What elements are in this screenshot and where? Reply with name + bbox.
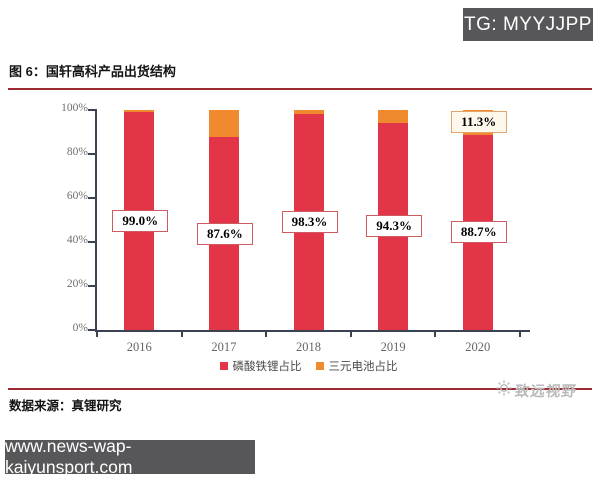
chart-legend: 磷酸铁锂占比 三元电池占比 [97,358,520,374]
bar-segment-ternary [124,110,155,113]
x-axis-line [95,330,530,332]
bar-segment-ternary [208,110,239,138]
x-axis-tick [519,332,521,337]
y-axis-tick [88,153,95,155]
shipment-structure-chart: 0% 20% 40% 60% 80% 100% 2016 99.0% 2017 87.6% 2018… [61,102,530,354]
site-url-badge: www.news-wap-kaiyunsport.com [5,436,255,477]
data-label: 98.3% [281,210,338,233]
y-axis-tick [88,109,95,111]
y-axis-tick [88,197,95,199]
x-axis-category-label: 2016 [126,340,152,354]
legend-item: 磷酸铁锂占比 [219,358,302,374]
x-axis-category-label: 2018 [296,340,321,354]
y-axis-tick-label: 60% [66,190,88,202]
legend-swatch [315,362,324,370]
figure-title: 图 6：国轩高科产品出货结构 [9,64,176,79]
x-axis-category-label: 2020 [465,340,491,354]
legend-label: 三元电池占比 [328,361,398,373]
data-label: 99.0% [112,210,169,233]
bar-segment-ternary [293,110,324,114]
y-axis-tick-label: 80% [66,146,88,158]
legend-label: 磷酸铁锂占比 [232,361,302,373]
x-axis-category-label: 2019 [380,340,406,354]
data-label: 94.3% [366,215,423,238]
data-source-label: 数据来源：真锂研究 [9,399,122,413]
y-axis-tick-label: 40% [66,234,88,246]
sun-icon [496,380,512,401]
y-axis-tick-label: 100% [61,102,88,114]
x-axis-tick [96,332,98,337]
data-label: 11.3% [450,111,507,134]
title-divider [8,88,592,90]
bar-segment-ternary [378,110,409,123]
y-axis-tick-label: 0% [72,322,88,334]
data-label: 88.7% [450,221,507,244]
legend-item: 三元电池占比 [315,358,398,374]
x-axis-tick [349,332,352,337]
y-axis-line [95,109,97,332]
y-axis-tick [88,285,95,287]
x-axis-tick [265,332,268,337]
x-axis-tick [180,332,183,337]
x-axis-category-label: 2017 [211,340,237,354]
watermark-text: 致远视野 [514,384,578,400]
y-axis-tick-label: 20% [66,278,88,290]
y-axis-tick [88,329,95,331]
footer-divider [8,388,592,390]
legend-swatch [219,362,228,370]
telegram-badge: TG: MYYJJPP [463,8,593,41]
data-label: 87.6% [196,222,253,245]
watermark-logo: 致远视野 [496,380,578,401]
x-axis-tick [434,332,437,337]
y-axis-tick [88,241,95,243]
